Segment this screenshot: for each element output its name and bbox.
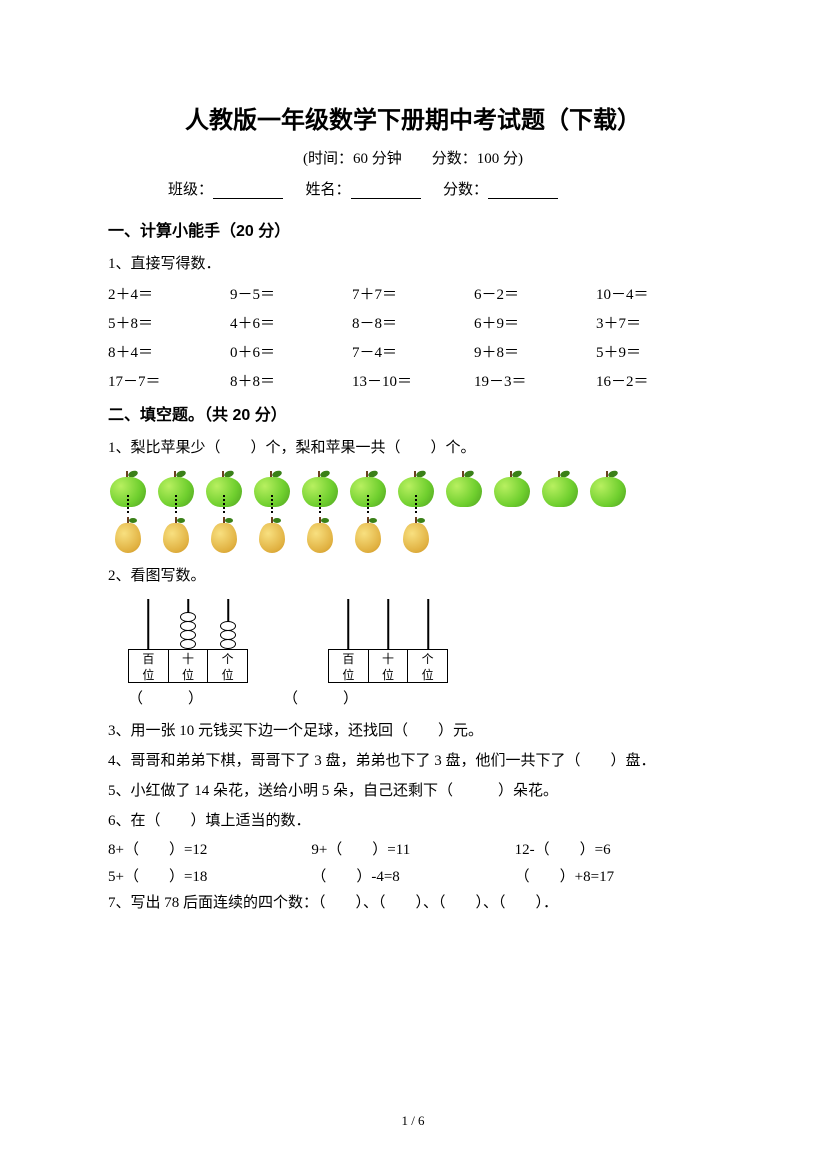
abacus-answers: （ ） （ ）: [108, 687, 718, 708]
name-label: 姓名：: [306, 182, 351, 198]
abacus-bead: [180, 612, 196, 622]
abacus-bead: [220, 621, 236, 631]
abacus-label: 个位: [208, 650, 247, 682]
abacus-1: 百位十位个位: [128, 599, 248, 683]
s2-q5: 5、小红做了 14 朵花，送给小明 5 朵，自己还剩下（ ）朵花。: [108, 776, 718, 806]
eq-grid: 8+（ ）=129+（ ）=1112-（ ）=6 5+（ ）=18（ ）-4=8（…: [108, 838, 718, 886]
arith-cell: 8－8＝: [352, 312, 474, 333]
abacus-bead: [220, 630, 236, 640]
eq-cell: 5+（ ）=18: [108, 865, 311, 886]
class-label: 班级：: [168, 182, 213, 198]
arith-cell: 10－4＝: [596, 283, 718, 304]
arith-grid: 2＋4＝9－5＝7＋7＝6－2＝10－4＝ 5＋8＝4＋6＝8－8＝6＋9＝3＋7…: [108, 283, 718, 391]
apple-row: [108, 469, 718, 509]
arith-cell: 5＋9＝: [596, 341, 718, 362]
pear-icon: [156, 515, 196, 555]
abacus-rod: [408, 599, 448, 649]
abacus-ans-1[interactable]: （ ）: [128, 687, 203, 708]
abacus-rod: [208, 599, 248, 649]
subtitle: (时间：60 分钟 分数：100 分): [108, 147, 718, 168]
name-blank[interactable]: [351, 183, 421, 199]
arith-cell: 6＋9＝: [474, 312, 596, 333]
arith-cell: 13－10＝: [352, 370, 474, 391]
s2-q4: 4、哥哥和弟弟下棋，哥哥下了 3 盘，弟弟也下了 3 盘，他们一共下了（ ）盘．: [108, 746, 718, 776]
arith-cell: 17－7＝: [108, 370, 230, 391]
arith-cell: 8＋4＝: [108, 341, 230, 362]
abacus-label: 十位: [369, 650, 409, 682]
arith-cell: 8＋8＝: [230, 370, 352, 391]
pear-icon: [300, 515, 340, 555]
arith-cell: 7－4＝: [352, 341, 474, 362]
s1-q1-label: 1、直接写得数．: [108, 249, 718, 279]
pear-icon: [252, 515, 292, 555]
abacus-label: 个位: [408, 650, 447, 682]
arith-cell: 0＋6＝: [230, 341, 352, 362]
apple-icon: [588, 469, 628, 509]
s2-q6: 6、在（ ）填上适当的数．: [108, 806, 718, 836]
pear-row: [108, 515, 718, 555]
abacus-rod: [328, 599, 368, 649]
abacus-2: 百位十位个位: [328, 599, 448, 683]
section2-head: 二、填空题。（共 20 分）: [108, 401, 718, 425]
abacus-bead: [220, 639, 236, 649]
abacus-bead: [180, 639, 196, 649]
eq-cell: （ ）+8=17: [515, 865, 718, 886]
arith-cell: 16－2＝: [596, 370, 718, 391]
arith-cell: 7＋7＝: [352, 283, 474, 304]
abacus-bead: [180, 630, 196, 640]
abacus-ans-2[interactable]: （ ）: [283, 687, 358, 708]
abacus-bead: [180, 621, 196, 631]
pear-icon: [108, 515, 148, 555]
score-label: 分数：: [443, 182, 488, 198]
abacus-label: 百位: [329, 650, 369, 682]
s2-q2: 2、看图写数。: [108, 561, 718, 591]
s2-q7: 7、写出 78 后面连续的四个数：（ ）、（ ）、（ ）、（ ）．: [108, 888, 718, 918]
section1-head: 一、计算小能手（20 分）: [108, 217, 718, 241]
arith-cell: 9＋8＝: [474, 341, 596, 362]
pear-icon: [348, 515, 388, 555]
abacus-rod: [128, 599, 168, 649]
eq-cell: 8+（ ）=12: [108, 838, 311, 859]
apple-icon: [540, 469, 580, 509]
s2-q1: 1、梨比苹果少（ ）个，梨和苹果一共（ ）个。: [108, 433, 718, 463]
pear-icon: [396, 515, 436, 555]
eq-cell: 12-（ ）=6: [515, 838, 718, 859]
arith-cell: 2＋4＝: [108, 283, 230, 304]
arith-cell: 6－2＝: [474, 283, 596, 304]
page-number: 1 / 6: [0, 1113, 826, 1129]
s2-q3: 3、用一张 10 元钱买下边一个足球，还找回（ ）元。: [108, 716, 718, 746]
page-title: 人教版一年级数学下册期中考试题（下载）: [108, 100, 718, 135]
abacus-rod: [168, 599, 208, 649]
abacus-row: 百位十位个位 百位十位个位: [108, 599, 718, 683]
pear-icon: [204, 515, 244, 555]
arith-cell: 4＋6＝: [230, 312, 352, 333]
score-blank[interactable]: [488, 183, 558, 199]
arith-cell: 5＋8＝: [108, 312, 230, 333]
class-blank[interactable]: [213, 183, 283, 199]
abacus-label: 百位: [129, 650, 169, 682]
abacus-label: 十位: [169, 650, 209, 682]
arith-cell: 19－3＝: [474, 370, 596, 391]
apple-icon: [492, 469, 532, 509]
eq-cell: （ ）-4=8: [311, 865, 514, 886]
eq-cell: 9+（ ）=11: [311, 838, 514, 859]
arith-cell: 9－5＝: [230, 283, 352, 304]
info-line: 班级： 姓名： 分数：: [108, 178, 718, 199]
apple-icon: [444, 469, 484, 509]
arith-cell: 3＋7＝: [596, 312, 718, 333]
abacus-rod: [368, 599, 408, 649]
